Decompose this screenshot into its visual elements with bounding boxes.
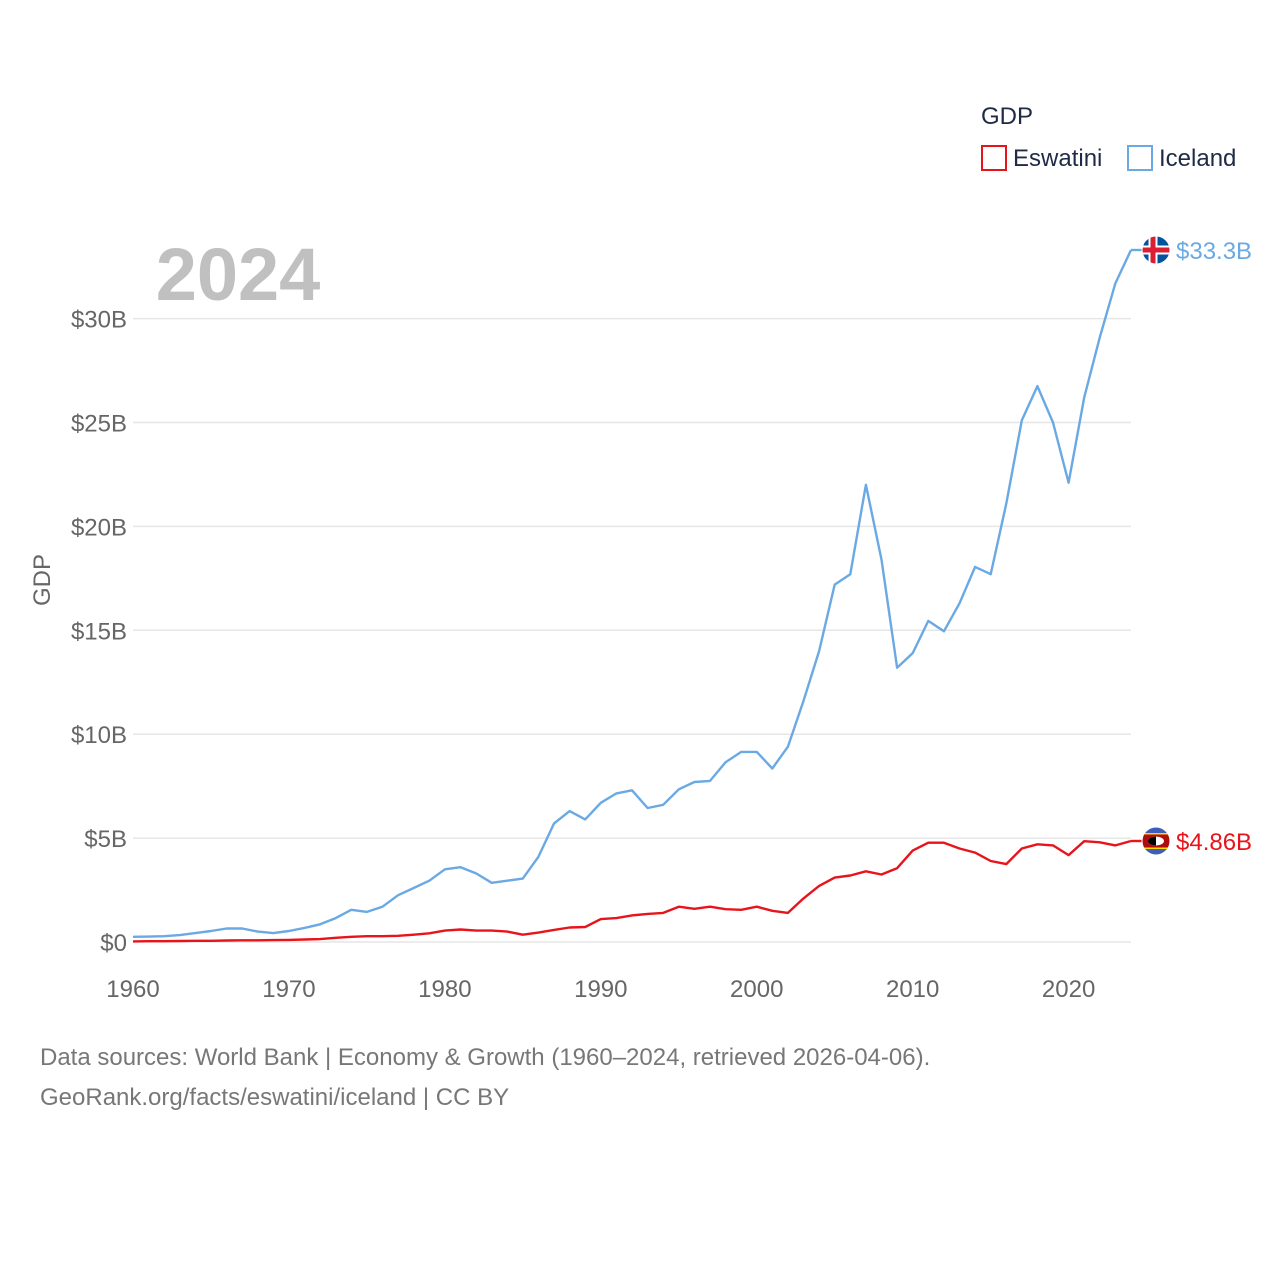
legend-label-iceland: Iceland <box>1159 145 1236 172</box>
series-line-eswatini[interactable] <box>132 839 1132 943</box>
series-lines <box>132 249 1133 943</box>
grid-lines <box>133 317 1131 943</box>
x-tick-label: 2020 <box>1042 976 1095 1003</box>
end-label-iceland: $33.3B <box>1176 238 1252 265</box>
footer-sources: Data sources: World Bank | Economy & Gro… <box>40 1044 931 1071</box>
y-tick-label: $15B <box>71 618 127 645</box>
x-tick-label: 1960 <box>106 976 159 1003</box>
end-label-eswatini: $4.86B <box>1176 829 1252 856</box>
x-tick-label: 2010 <box>886 976 939 1003</box>
x-tick-label: 2000 <box>730 976 783 1003</box>
legend-title: GDP <box>981 103 1033 130</box>
y-axis-label: GDP <box>29 554 56 606</box>
y-tick-label: $10B <box>71 722 127 749</box>
y-axis-ticks: $0 $5B $10B $15B $20B $25B $30B <box>71 307 127 957</box>
y-tick-label: $0 <box>100 930 127 957</box>
y-tick-label: $25B <box>71 410 127 437</box>
legend-item-iceland[interactable]: Iceland <box>1127 145 1236 172</box>
series-line-iceland[interactable] <box>132 249 1133 938</box>
legend-swatch-eswatini <box>981 145 1007 171</box>
y-tick-label: $20B <box>71 514 127 541</box>
y-tick-label: $5B <box>84 826 127 853</box>
x-tick-label: 1990 <box>574 976 627 1003</box>
series-end-markers: $4.86B $33.3B <box>1131 235 1252 856</box>
x-axis-ticks: 1960 1970 1980 1990 2000 2010 2020 <box>106 976 1095 1003</box>
year-label: 2024 <box>156 233 321 316</box>
eswatini-flag-icon <box>1141 826 1171 856</box>
legend[interactable]: GDP Eswatini Iceland <box>981 103 1236 172</box>
legend-label-eswatini: Eswatini <box>1013 145 1102 172</box>
legend-item-eswatini[interactable]: Eswatini <box>981 145 1102 172</box>
y-tick-label: $30B <box>71 307 127 334</box>
x-tick-label: 1980 <box>418 976 471 1003</box>
legend-swatch-iceland <box>1127 145 1153 171</box>
iceland-flag-icon <box>1141 235 1171 265</box>
footer-attribution[interactable]: GeoRank.org/facts/eswatini/iceland | CC … <box>40 1084 510 1111</box>
x-tick-label: 1970 <box>262 976 315 1003</box>
